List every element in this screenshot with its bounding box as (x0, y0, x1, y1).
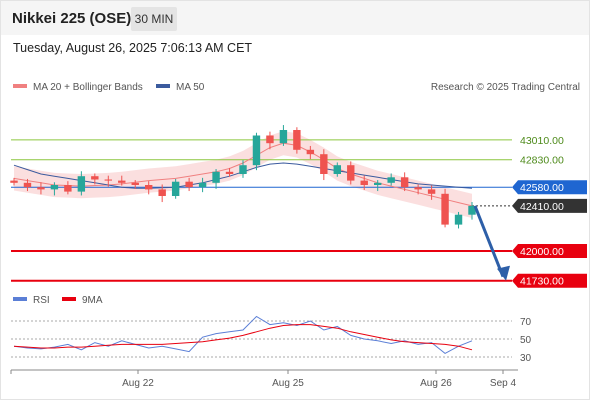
candle-body (118, 180, 126, 183)
candle-body (347, 165, 355, 181)
candle-body (360, 180, 368, 185)
rsi-line (13, 315, 473, 354)
candle-body (23, 182, 32, 188)
rsi-tick-label: 30 (520, 353, 532, 364)
rsi-tick-label: 50 (520, 335, 532, 346)
candle-body (266, 135, 274, 144)
projection-arrow (473, 205, 510, 281)
candle-body (293, 130, 301, 150)
projection-arrow-shaft (473, 205, 505, 278)
level-label: 43010.00 (520, 135, 564, 147)
candle-body (212, 171, 220, 183)
candle-body (64, 185, 72, 192)
timestamp: Tuesday, August 26, 2025 7:06:13 AM CET (13, 41, 253, 55)
candle-body (441, 193, 449, 225)
level-label: 42580.00 (520, 182, 564, 194)
candle-body (374, 182, 382, 185)
candle-body (454, 214, 463, 225)
level-labels: 43010.00 42830.00 42580.00 42410.00 42000.00… (512, 135, 587, 288)
timeframe-button[interactable]: 30 MIN (131, 7, 177, 31)
candle-body (145, 185, 153, 190)
candle-body (50, 185, 59, 190)
chart-header: Nikkei 225 (OSE) 30 MIN (1, 1, 589, 35)
level-label-box (512, 273, 587, 288)
x-tick-label: Aug 22 (122, 378, 154, 389)
candle-body (387, 177, 395, 183)
instrument-title: Nikkei 225 (OSE) (12, 10, 132, 27)
candle-body (185, 181, 193, 188)
candle-body (198, 182, 207, 188)
rsi-ma-line (13, 324, 473, 351)
candle-body (279, 130, 288, 144)
candle-body (239, 165, 247, 174)
candle-body (333, 165, 341, 174)
ma50-legend-swatch (156, 84, 170, 88)
level-label: 42410.00 (520, 201, 564, 213)
ma50-legend-label: MA 50 (176, 82, 205, 93)
candle-body (252, 135, 261, 166)
candle-body (77, 176, 86, 192)
x-axis-ticks: Aug 22 Aug 25 Aug 26 Sep 4 (10, 370, 517, 389)
ma20-legend-label: MA 20 + Bollinger Bands (33, 82, 143, 93)
rsi-ma-legend-swatch (62, 297, 76, 301)
level-label: 42000.00 (520, 246, 564, 258)
level-label: 42830.00 (520, 155, 564, 167)
rsi-legend-label: RSI (33, 295, 50, 306)
candle-body (91, 176, 99, 180)
candle-body (37, 187, 45, 190)
candle-body (427, 189, 436, 194)
candle-body (400, 177, 409, 188)
rsi-panel: 70 50 30 (11, 315, 532, 364)
level-label-box (512, 198, 587, 213)
x-tick-label: Aug 26 (420, 378, 452, 389)
candle-body (104, 179, 112, 181)
candle-body (320, 154, 328, 174)
rsi-tick-label: 70 (520, 317, 532, 328)
ma20-legend-swatch (13, 84, 27, 88)
candle-body (10, 180, 18, 183)
candle-body (158, 189, 166, 196)
credit-text: Research © 2025 Trading Central (431, 82, 580, 93)
x-tick-label: Sep 4 (490, 378, 517, 389)
candlesticks (10, 125, 476, 229)
candle-body (225, 171, 234, 174)
rsi-legend-swatch (13, 297, 27, 301)
rsi-ma-legend-label: 9MA (82, 295, 103, 306)
level-label: 41730.00 (520, 276, 564, 288)
level-label-box (512, 180, 587, 195)
candle-body (414, 187, 422, 190)
candle-body (131, 182, 139, 185)
candle-body (468, 205, 476, 215)
candle-body (171, 181, 180, 196)
projection-arrow-head (497, 265, 510, 281)
level-label-box (512, 244, 587, 258)
x-tick-label: Aug 25 (272, 378, 304, 389)
price-levels (11, 139, 512, 282)
candle-body (306, 149, 315, 155)
